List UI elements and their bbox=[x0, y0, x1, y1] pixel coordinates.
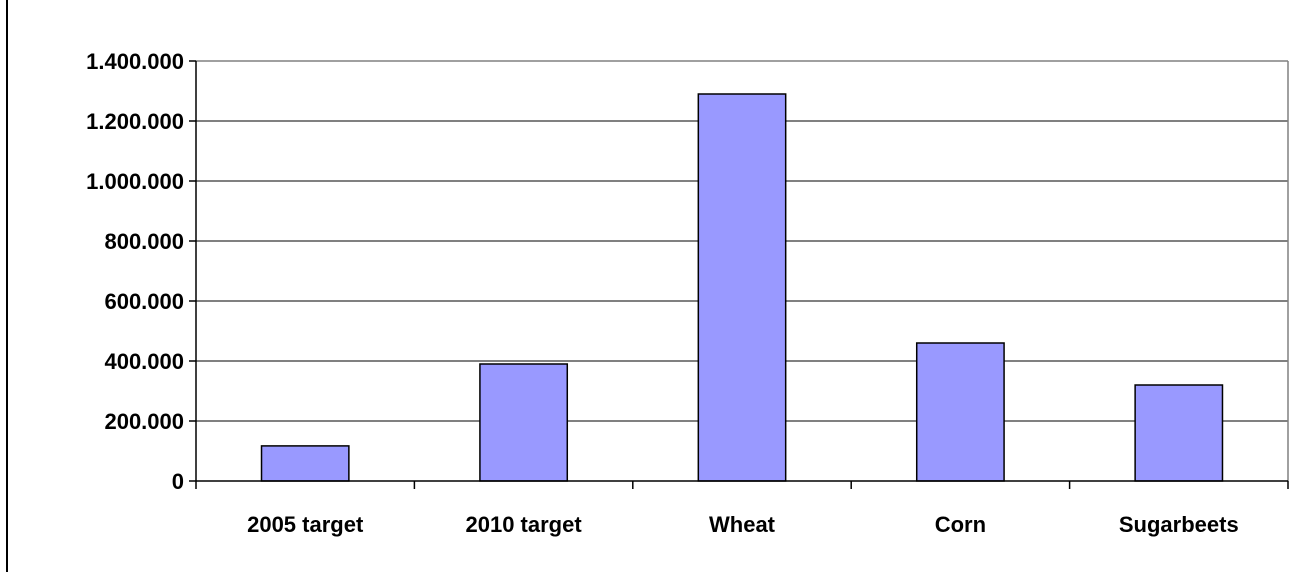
x-tick-label: Wheat bbox=[709, 512, 776, 537]
y-tick-label: 0 bbox=[172, 469, 184, 494]
bar bbox=[915, 342, 1005, 482]
y-tick-label: 600.000 bbox=[104, 289, 184, 314]
x-tick-label: Sugarbeets bbox=[1119, 512, 1239, 537]
bar bbox=[260, 445, 350, 482]
bar bbox=[697, 93, 787, 482]
y-tick-label: 1.400.000 bbox=[86, 49, 184, 74]
y-tick-label: 1.200.000 bbox=[86, 109, 184, 134]
y-tick-label: 200.000 bbox=[104, 409, 184, 434]
x-tick-label: 2010 target bbox=[466, 512, 583, 537]
y-tick-label: 400.000 bbox=[104, 349, 184, 374]
x-tick-label: 2005 target bbox=[247, 512, 364, 537]
bar bbox=[1134, 384, 1224, 482]
bar bbox=[479, 363, 569, 482]
x-tick-label: Corn bbox=[935, 512, 986, 537]
plot-area: 0 200.000 400.000 600.000 800.000 1.000.000 1.… bbox=[86, 49, 1289, 537]
y-tick-label: 1.000.000 bbox=[86, 169, 184, 194]
y-tick-label: 800.000 bbox=[104, 229, 184, 254]
